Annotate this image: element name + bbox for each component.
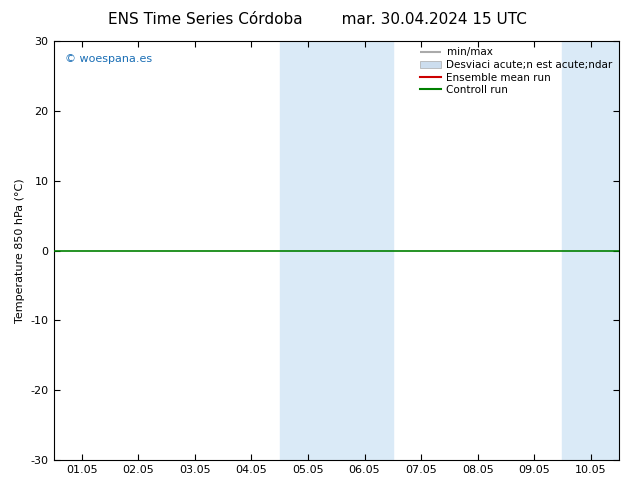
Text: © woespana.es: © woespana.es — [65, 53, 152, 64]
Bar — [336, 41, 393, 460]
Bar — [619, 41, 634, 460]
Bar — [280, 41, 336, 460]
Bar — [562, 41, 619, 460]
Y-axis label: Temperature 850 hPa (°C): Temperature 850 hPa (°C) — [15, 178, 25, 323]
Legend: min/max, Desviaci acute;n est acute;ndar, Ensemble mean run, Controll run: min/max, Desviaci acute;n est acute;ndar… — [417, 43, 617, 99]
Text: ENS Time Series Córdoba        mar. 30.04.2024 15 UTC: ENS Time Series Córdoba mar. 30.04.2024 … — [108, 12, 526, 27]
